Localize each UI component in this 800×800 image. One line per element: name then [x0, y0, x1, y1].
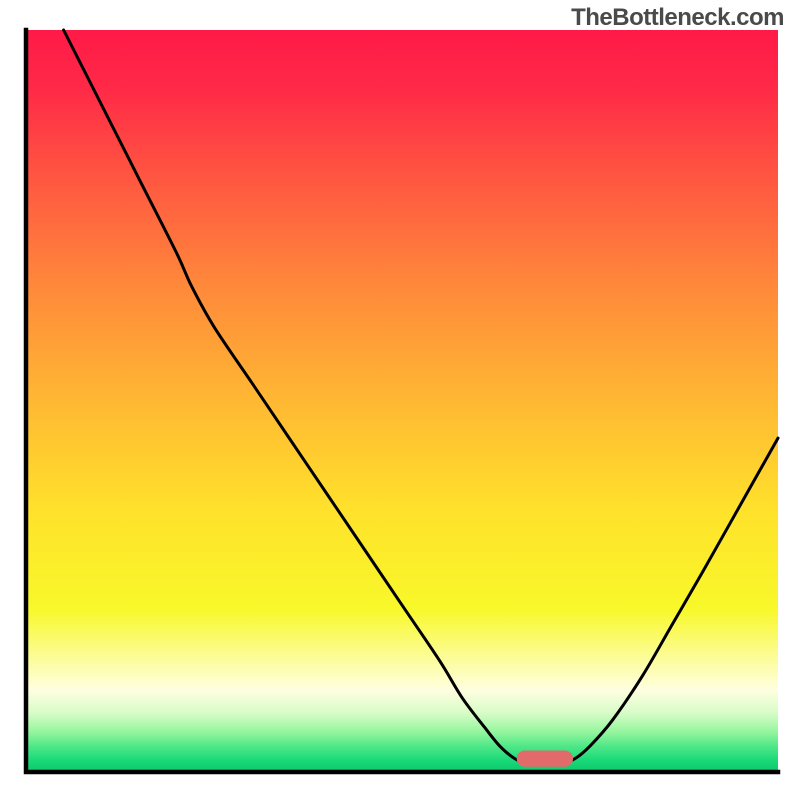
chart-container: TheBottleneck.com	[0, 0, 800, 800]
chart-gradient-background	[26, 30, 778, 772]
optimal-marker	[517, 750, 573, 766]
bottleneck-chart	[0, 0, 800, 800]
